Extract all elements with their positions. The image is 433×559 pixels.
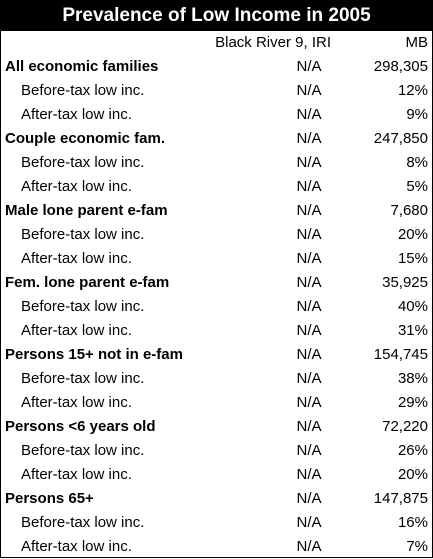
cell: N/A — [296, 58, 322, 75]
cell: 31% — [397, 322, 428, 339]
row-label: Before-tax low inc. — [21, 226, 145, 243]
row-label: Before-tax low inc. — [21, 82, 145, 99]
sub-row: Before-tax low inc. N/A 38% — [1, 367, 432, 391]
cell: 20% — [397, 226, 428, 243]
header-cell: Black River 9, IRI — [215, 34, 331, 51]
header-cell: MB — [405, 34, 429, 51]
row-label: Before-tax low inc. — [21, 442, 145, 459]
cell: N/A — [296, 298, 322, 315]
cell: N/A — [296, 442, 322, 459]
cell: N/A — [296, 418, 322, 435]
table-title: Prevalence of Low Income in 2005 — [1, 1, 432, 31]
row-label: Before-tax low inc. — [21, 298, 145, 315]
group-row: Persons <6 years old N/A 72,220 — [1, 415, 432, 439]
sub-row: After-tax low inc. N/A 31% — [1, 319, 432, 343]
cell: 147,875 — [373, 490, 428, 507]
group-label: Persons 65+ — [5, 490, 94, 507]
row-label: After-tax low inc. — [21, 466, 132, 483]
sub-row: After-tax low inc. N/A 9% — [1, 103, 432, 127]
cell: N/A — [296, 154, 322, 171]
cell: 26% — [397, 442, 428, 459]
sub-row: Before-tax low inc. N/A 16% — [1, 511, 432, 535]
row-label: Before-tax low inc. — [21, 514, 145, 531]
group-label: Male lone parent e-fam — [5, 202, 168, 219]
header-row: Black River 9, IRI MB — [1, 31, 432, 55]
cell: 12% — [397, 82, 428, 99]
row-label: Before-tax low inc. — [21, 154, 145, 171]
sub-row: After-tax low inc. N/A 5% — [1, 175, 432, 199]
cell: 9% — [406, 106, 428, 123]
sub-row: Before-tax low inc. N/A 20% — [1, 223, 432, 247]
cell: N/A — [296, 106, 322, 123]
group-row: Couple economic fam. N/A 247,850 — [1, 127, 432, 151]
row-label: After-tax low inc. — [21, 322, 132, 339]
cell: 16% — [397, 514, 428, 531]
cell: N/A — [296, 490, 322, 507]
cell: N/A — [296, 346, 322, 363]
row-label: Before-tax low inc. — [21, 370, 145, 387]
sub-row: Before-tax low inc. N/A 8% — [1, 151, 432, 175]
cell: N/A — [296, 202, 322, 219]
cell: 72,220 — [382, 418, 428, 435]
cell: 20% — [397, 466, 428, 483]
cell: 298,305 — [373, 58, 428, 75]
cell: N/A — [296, 82, 322, 99]
row-label: After-tax low inc. — [21, 178, 132, 195]
cell: 7,680 — [390, 202, 428, 219]
group-label: All economic families — [5, 58, 159, 75]
cell: 8% — [406, 154, 428, 171]
cell: N/A — [296, 226, 322, 243]
sub-row: After-tax low inc. N/A 20% — [1, 463, 432, 487]
group-row: Male lone parent e-fam N/A 7,680 — [1, 199, 432, 223]
sub-row: Before-tax low inc. N/A 12% — [1, 79, 432, 103]
group-row: Fem. lone parent e-fam N/A 35,925 — [1, 271, 432, 295]
row-label: After-tax low inc. — [21, 250, 132, 267]
cell: 154,745 — [373, 346, 428, 363]
cell: N/A — [296, 322, 322, 339]
group-label: Persons 15+ not in e-fam — [5, 346, 183, 363]
cell: 5% — [406, 178, 428, 195]
sub-row: After-tax low inc. N/A 15% — [1, 247, 432, 271]
cell: N/A — [296, 538, 322, 555]
cell: N/A — [296, 274, 322, 291]
cell: N/A — [296, 466, 322, 483]
cell: 247,850 — [373, 130, 428, 147]
cell: 15% — [397, 250, 428, 267]
cell: 38% — [397, 370, 428, 387]
cell: N/A — [296, 178, 322, 195]
sub-row: After-tax low inc. N/A 7% — [1, 535, 432, 559]
group-label: Couple economic fam. — [5, 130, 166, 147]
cell: N/A — [296, 130, 322, 147]
cell: N/A — [296, 514, 322, 531]
cell: N/A — [296, 394, 322, 411]
cell: N/A — [296, 250, 322, 267]
cell: 7% — [406, 538, 428, 555]
sub-row: Before-tax low inc. N/A 26% — [1, 439, 432, 463]
row-label: After-tax low inc. — [21, 106, 132, 123]
cell: N/A — [296, 370, 322, 387]
group-label: Fem. lone parent e-fam — [5, 274, 170, 291]
cell: 40% — [397, 298, 428, 315]
cell: 35,925 — [382, 274, 428, 291]
group-row: Persons 65+ N/A 147,875 — [1, 487, 432, 511]
cell: 29% — [397, 394, 428, 411]
row-label: After-tax low inc. — [21, 538, 132, 555]
group-label: Persons <6 years old — [5, 418, 156, 435]
row-label: After-tax low inc. — [21, 394, 132, 411]
sub-row: Before-tax low inc. N/A 40% — [1, 295, 432, 319]
sub-row: After-tax low inc. N/A 29% — [1, 391, 432, 415]
group-row: Persons 15+ not in e-fam N/A 154,745 — [1, 343, 432, 367]
group-row: All economic families N/A 298,305 — [1, 55, 432, 79]
